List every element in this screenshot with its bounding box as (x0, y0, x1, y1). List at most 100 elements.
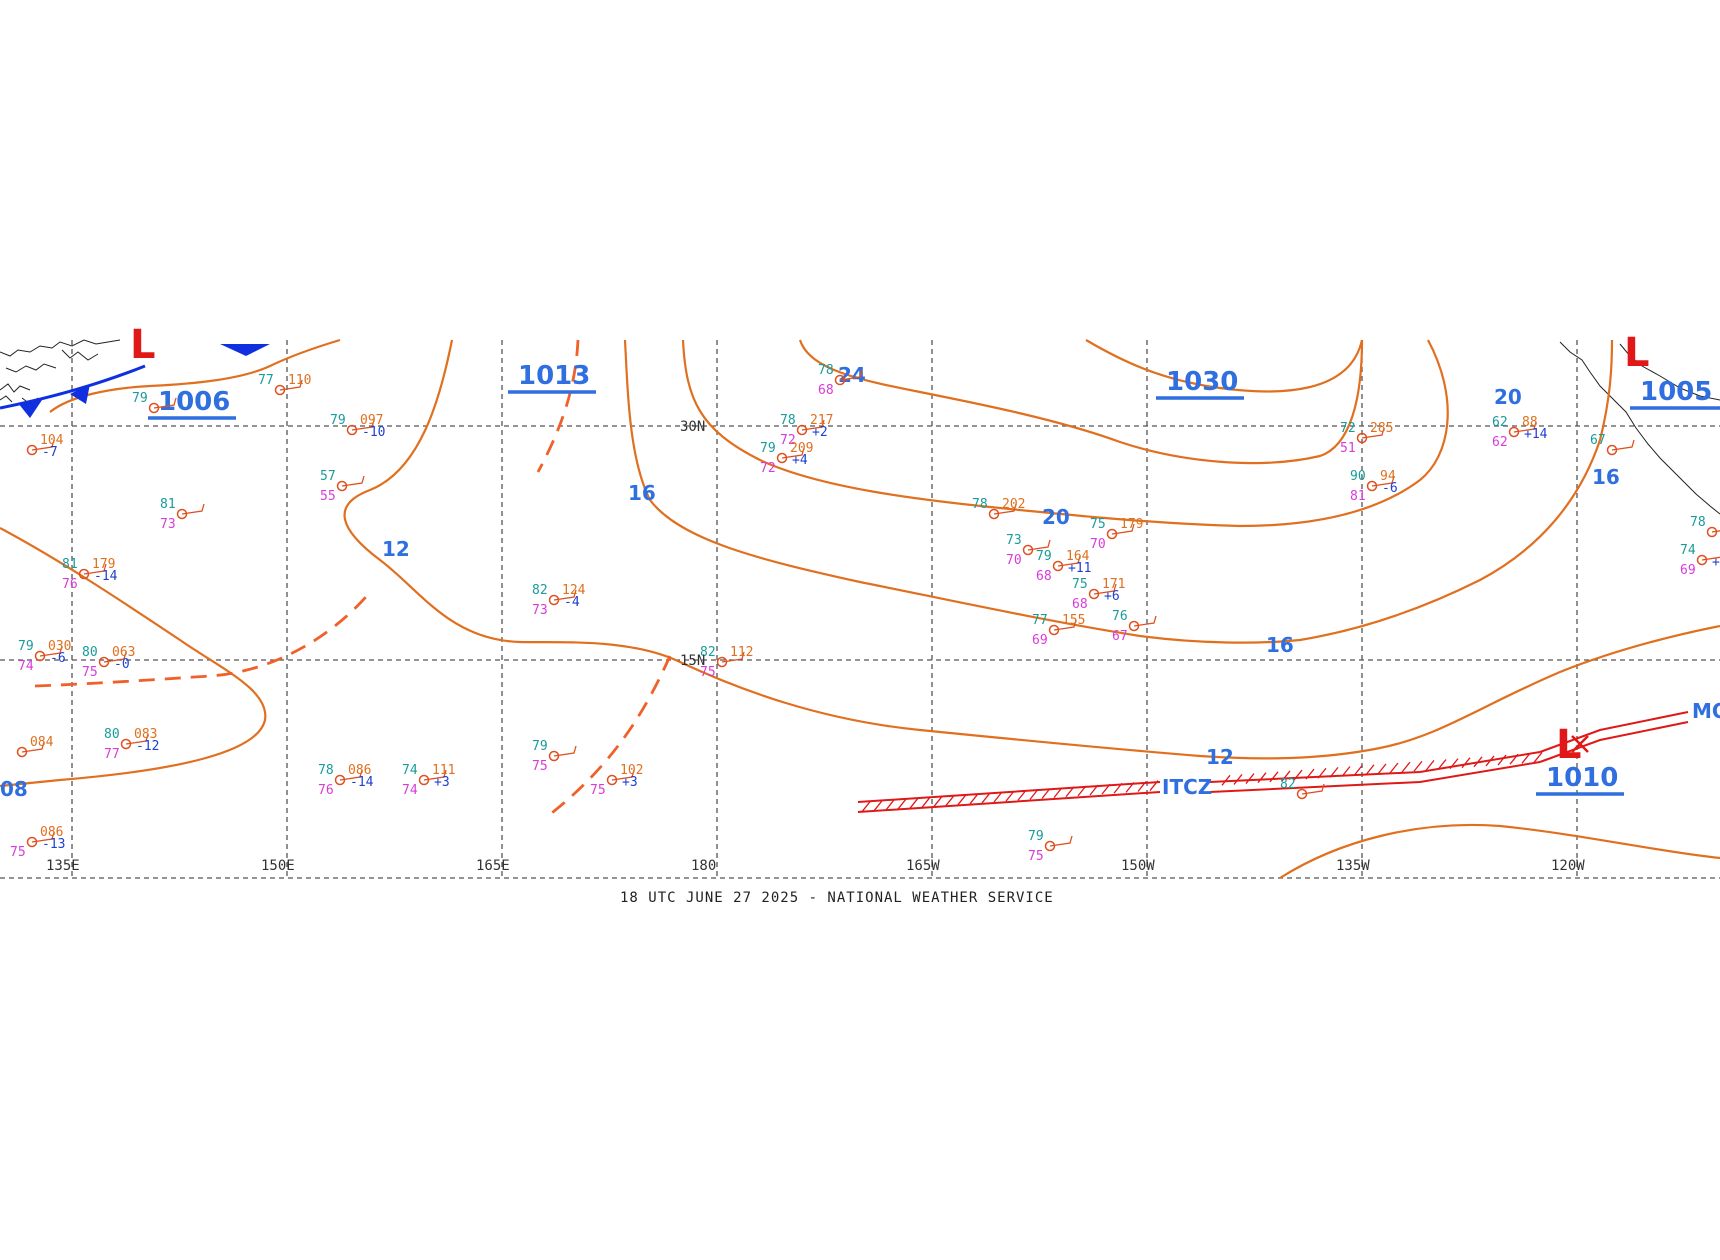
station-dewpoint: 75 (82, 665, 98, 680)
station-circle (176, 508, 188, 520)
station-temperature: 72 (1340, 421, 1356, 436)
station-dewpoint: 72 (780, 433, 796, 448)
station-plot: 74 74 111+3 (402, 763, 455, 798)
station-plot: 75 086-13 (10, 825, 65, 860)
wind-barb (339, 769, 363, 781)
station-circle (120, 738, 132, 750)
station-pressure-tendency: +3 (434, 775, 450, 790)
station-pressure: 084 (30, 735, 54, 750)
station-dewpoint: 62 (1492, 435, 1508, 450)
isobar-label: 12 (382, 537, 410, 561)
wind-barb (1301, 783, 1325, 795)
low-symbol-west: L (130, 322, 156, 368)
station-circle (1052, 560, 1064, 572)
station-pressure: 063 (112, 645, 135, 660)
station-dewpoint: 68 (818, 383, 834, 398)
station-pressure: 110 (288, 373, 311, 388)
station-temperature: 82 (532, 583, 548, 598)
isobar-label: 16 (628, 481, 656, 505)
station-temperature: 73 (1006, 533, 1022, 548)
station-pressure: 88 (1522, 415, 1538, 430)
station-circle (98, 656, 110, 668)
latitude-label: 15N (680, 653, 705, 669)
isobar-1006-ring (49, 338, 341, 413)
isobar-label: 16 (1266, 633, 1294, 657)
station-circle (274, 384, 286, 396)
station-plot: 72 51 285 (1340, 421, 1393, 456)
station-temperature: 67 (1590, 433, 1606, 448)
lat-lon-grid (0, 340, 1720, 879)
station-pressure-tendency: +2 (812, 425, 828, 440)
station-pressure: 030 (48, 639, 71, 654)
station-plot: 78 76 086-14 (318, 763, 374, 798)
station-dewpoint: 76 (62, 577, 78, 592)
station-circle (834, 374, 846, 386)
station-circle (1356, 432, 1368, 444)
station-temperature: 78 (1690, 515, 1706, 530)
station-plot: 75 68 171+6 (1072, 577, 1125, 612)
station-circle (1044, 840, 1056, 852)
station-temperature: 78 (318, 763, 334, 778)
station-circle (1508, 426, 1520, 438)
station-temperature: 74 (402, 763, 418, 778)
wind-barb (1057, 555, 1081, 567)
low-pressure-markers: L L L (130, 322, 1650, 768)
station-plot: 104-7 (26, 433, 64, 460)
station-plot: 78 72 217+2 (780, 413, 833, 448)
station-plot: 77 69 155 (1032, 613, 1085, 648)
station-temperature: 77 (258, 373, 274, 388)
station-pressure: 94 (1380, 469, 1396, 484)
pressure-center-label: 1013 (518, 361, 590, 391)
station-pressure: 285 (1370, 421, 1393, 436)
station-pressure: 179 (1120, 517, 1143, 532)
pressure-center-labels: 1006 1013 1030 1010 1005 (148, 361, 1720, 796)
map-area (0, 340, 1720, 878)
station-plot: 79 72 209+4 (760, 441, 813, 476)
wind-barb (279, 379, 303, 391)
wind-barb (801, 419, 825, 431)
wind-barb (83, 563, 107, 575)
station-circle (1296, 788, 1308, 800)
station-dewpoint: 70 (1006, 553, 1022, 568)
wind-barb (125, 733, 149, 745)
wind-barb (1053, 619, 1077, 631)
station-plot: 79 68 164+11 (1036, 549, 1091, 584)
isobar-1012-east (1279, 823, 1720, 879)
isobar-1024 (798, 339, 1364, 465)
longitude-label: 165W (906, 858, 940, 874)
station-dewpoint: 74 (18, 659, 34, 674)
station-circle (334, 774, 346, 786)
wind-barb (1027, 539, 1051, 551)
station-dewpoint: 75 (590, 783, 606, 798)
wind-barb (553, 745, 577, 757)
station-temperature: 81 (160, 497, 176, 512)
station-plot: 79 74 030-6 (18, 639, 71, 674)
station-plot: 80 77 083-12 (104, 727, 159, 762)
station-dewpoint: 67 (1112, 629, 1128, 644)
wind-barb (423, 769, 447, 781)
station-temperature: 80 (104, 727, 120, 742)
itcz-label: ITCZ (1162, 775, 1212, 799)
wind-barb (351, 419, 375, 431)
station-plot: 79 (132, 391, 177, 414)
footer-credit: 18 UTC JUNE 27 2025 - NATIONAL WEATHER S… (620, 890, 1054, 906)
wind-barb (1361, 427, 1385, 439)
station-plot: 75 102+3 (590, 763, 643, 798)
station-pressure: 124 (562, 583, 586, 598)
longitude-label: 150E (261, 858, 295, 874)
wind-barb (1093, 583, 1117, 595)
station-circle (1366, 480, 1378, 492)
station-pressure: 155 (1062, 613, 1085, 628)
low-x-mark (1571, 735, 1589, 753)
wind-barb (1513, 421, 1537, 433)
station-circle (34, 650, 46, 662)
station-temperature: 90 (1350, 469, 1366, 484)
station-pressure-tendency: -6 (50, 651, 66, 666)
station-pressure: 179 (92, 557, 115, 572)
station-pressure: 086 (40, 825, 63, 840)
